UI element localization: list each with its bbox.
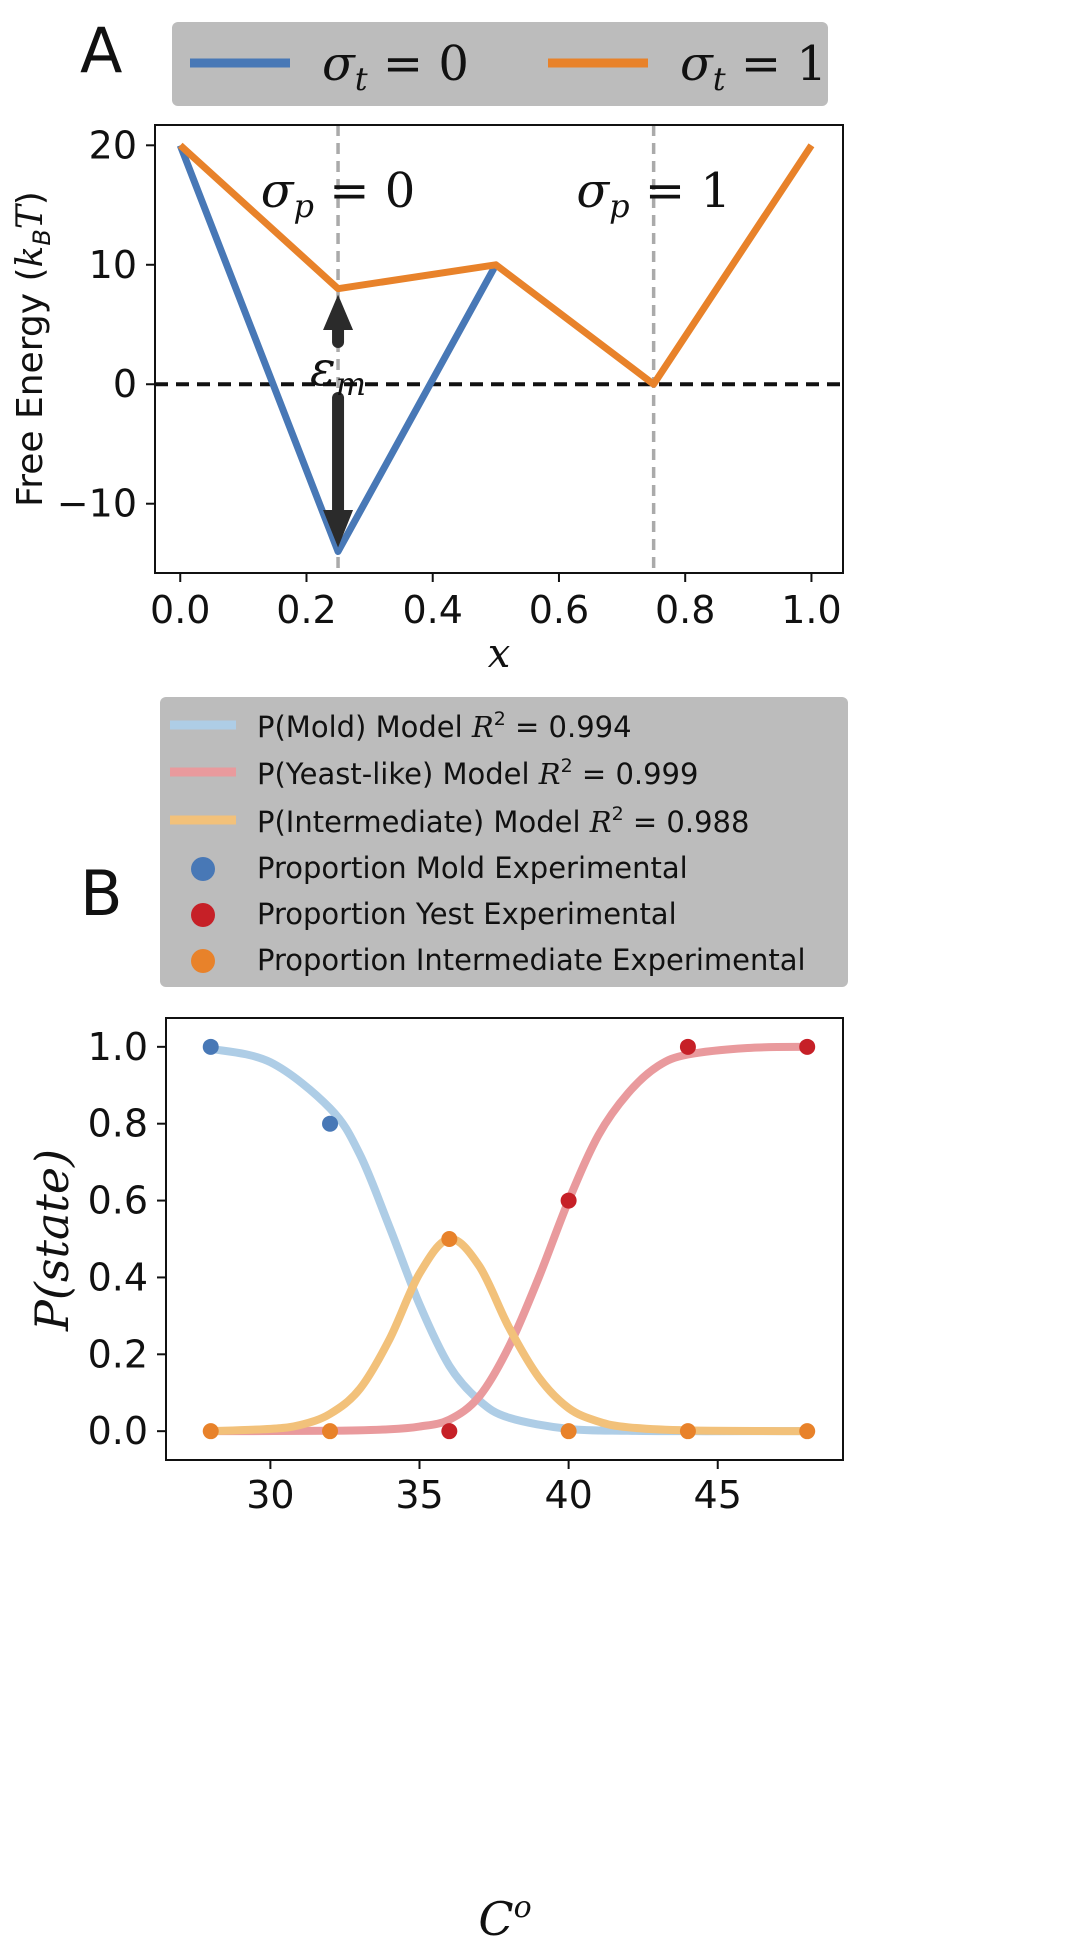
data-point xyxy=(202,1423,219,1440)
reference-label: σp = 0 xyxy=(261,163,416,225)
reference-label: σp = 1 xyxy=(576,163,731,225)
x-tick-label: 35 xyxy=(395,1473,443,1517)
data-point xyxy=(560,1423,577,1440)
data-point xyxy=(799,1423,816,1440)
legend-background xyxy=(172,22,828,106)
x-tick-label: 45 xyxy=(694,1473,742,1517)
data-point xyxy=(202,1038,219,1055)
plot-frame xyxy=(165,1017,844,1461)
data-point xyxy=(560,1192,577,1209)
x-tick-label: 30 xyxy=(246,1473,294,1517)
data-point xyxy=(441,1231,458,1247)
y-axis-label: P(state) xyxy=(25,1149,79,1332)
plot-frame xyxy=(154,124,844,574)
data-point xyxy=(322,1423,339,1440)
legend-swatch-marker xyxy=(191,949,215,973)
x-axis-label: x xyxy=(488,631,511,677)
data-point xyxy=(679,1423,696,1440)
data-point xyxy=(679,1038,696,1055)
y-tick-label: 0.8 xyxy=(88,1102,148,1146)
legend-swatch-marker xyxy=(191,903,215,927)
x-axis-label: Co xyxy=(478,1890,531,1945)
y-tick-label: 0 xyxy=(113,362,137,406)
panel-b-label: B xyxy=(80,857,123,930)
y-tick-label: 10 xyxy=(89,243,137,287)
panel-a-label: A xyxy=(80,14,122,87)
legend-label: P(Yeast-like) Model R2 = 0.999 xyxy=(257,755,698,791)
legend-label: Proportion Mold Experimental xyxy=(257,851,688,885)
legend-label: Proportion Intermediate Experimental xyxy=(257,943,806,977)
annotation-arrow-up-head xyxy=(323,294,354,330)
x-tick-label: 0.4 xyxy=(403,588,463,632)
annotation-arrow-down-head xyxy=(323,510,354,548)
panel-a-legend: σt = 0 σt = 1 xyxy=(172,22,828,106)
legend-swatch-marker xyxy=(191,857,215,881)
y-tick-label: 0.6 xyxy=(88,1179,148,1223)
legend-label: σt = 0 xyxy=(322,36,469,98)
legend-label: σt = 1 xyxy=(680,36,827,98)
y-tick-label: 0.0 xyxy=(88,1409,148,1453)
y-axis-label: Free Energy (kBT) xyxy=(10,191,56,507)
legend-background xyxy=(160,697,848,987)
data-point xyxy=(441,1423,458,1440)
series-line-0 xyxy=(176,144,499,555)
data-point xyxy=(322,1115,339,1132)
y-tick-label: 20 xyxy=(89,123,137,167)
data-point xyxy=(799,1038,816,1055)
legend-label: P(Mold) Model R2 = 0.994 xyxy=(257,708,632,744)
panel-b-legend: P(Mold) Model R2 = 0.994 P(Yeast-like) Mo… xyxy=(160,697,848,987)
legend-label: Proportion Yest Experimental xyxy=(257,897,677,931)
x-tick-label: 1.0 xyxy=(781,588,841,632)
x-tick-label: 0.0 xyxy=(150,588,210,632)
model-curve-2 xyxy=(206,1235,812,1436)
legend-label: P(Intermediate) Model R2 = 0.988 xyxy=(257,803,749,839)
panel-b-chart: P(Mold) Model R2 = 0.994 P(Yeast-like) Mo… xyxy=(25,697,848,1945)
y-tick-label: 1.0 xyxy=(88,1025,148,1069)
x-tick-label: 0.6 xyxy=(529,588,589,632)
x-tick-label: 0.2 xyxy=(276,588,336,632)
y-tick-label: 0.4 xyxy=(88,1255,148,1299)
x-tick-label: 0.8 xyxy=(655,588,715,632)
x-tick-label: 40 xyxy=(544,1473,592,1517)
y-tick-label: 0.2 xyxy=(88,1332,148,1376)
model-curve-0 xyxy=(206,1044,812,1436)
y-tick-label: −10 xyxy=(57,482,137,526)
series-line-1 xyxy=(177,142,815,388)
model-curve-1 xyxy=(206,1042,812,1436)
